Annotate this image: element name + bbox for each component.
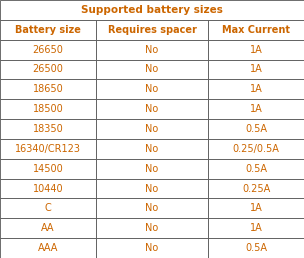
Bar [96, 79, 208, 99]
Bar [0, 40, 96, 60]
Bar [208, 79, 304, 99]
Text: 1A: 1A [250, 104, 262, 114]
Text: 1A: 1A [250, 45, 262, 55]
Text: No: No [145, 223, 159, 233]
Bar [0, 198, 96, 218]
Bar [0, 60, 96, 79]
Text: No: No [145, 104, 159, 114]
Bar [208, 20, 304, 40]
Bar [96, 60, 208, 79]
Bar [96, 159, 208, 179]
Text: 26500: 26500 [33, 64, 63, 75]
Text: No: No [145, 243, 159, 253]
Bar [208, 159, 304, 179]
Text: No: No [145, 84, 159, 94]
Bar [96, 218, 208, 238]
Text: No: No [145, 124, 159, 134]
Bar [208, 198, 304, 218]
Text: No: No [145, 164, 159, 174]
Text: No: No [145, 144, 159, 154]
Text: 1A: 1A [250, 64, 262, 75]
Bar [96, 40, 208, 60]
Text: Battery size: Battery size [15, 25, 81, 35]
Bar [208, 99, 304, 119]
Bar [96, 20, 208, 40]
Text: 16340/CR123: 16340/CR123 [15, 144, 81, 154]
Text: No: No [145, 203, 159, 213]
Bar [208, 40, 304, 60]
Bar [0, 0, 304, 20]
Bar [96, 119, 208, 139]
Bar [0, 119, 96, 139]
Text: No: No [145, 64, 159, 75]
Bar [208, 139, 304, 159]
Bar [0, 159, 96, 179]
Text: Max Current: Max Current [222, 25, 290, 35]
Bar [0, 99, 96, 119]
Text: 0.5A: 0.5A [245, 164, 267, 174]
Text: AAA: AAA [38, 243, 58, 253]
Text: 10440: 10440 [33, 183, 63, 194]
Text: 0.25/0.5A: 0.25/0.5A [233, 144, 280, 154]
Bar [208, 218, 304, 238]
Text: Supported battery sizes: Supported battery sizes [81, 5, 223, 15]
Text: 1A: 1A [250, 223, 262, 233]
Bar [208, 238, 304, 258]
Bar [208, 60, 304, 79]
Bar [0, 218, 96, 238]
Text: 1A: 1A [250, 203, 262, 213]
Bar [208, 119, 304, 139]
Bar [0, 238, 96, 258]
Text: AA: AA [41, 223, 55, 233]
Bar [96, 238, 208, 258]
Text: 1A: 1A [250, 84, 262, 94]
Bar [96, 139, 208, 159]
Text: 14500: 14500 [33, 164, 63, 174]
Text: 18500: 18500 [33, 104, 63, 114]
Text: 26650: 26650 [33, 45, 63, 55]
Text: 0.5A: 0.5A [245, 243, 267, 253]
Bar [0, 139, 96, 159]
Text: 0.25A: 0.25A [242, 183, 270, 194]
Text: 18650: 18650 [33, 84, 63, 94]
Bar [96, 198, 208, 218]
Text: No: No [145, 45, 159, 55]
Bar [208, 179, 304, 198]
Text: Requires spacer: Requires spacer [108, 25, 196, 35]
Bar [0, 179, 96, 198]
Text: 0.5A: 0.5A [245, 124, 267, 134]
Text: C: C [44, 203, 51, 213]
Bar [96, 179, 208, 198]
Text: No: No [145, 183, 159, 194]
Bar [0, 79, 96, 99]
Text: 18350: 18350 [33, 124, 63, 134]
Bar [0, 20, 96, 40]
Bar [96, 99, 208, 119]
